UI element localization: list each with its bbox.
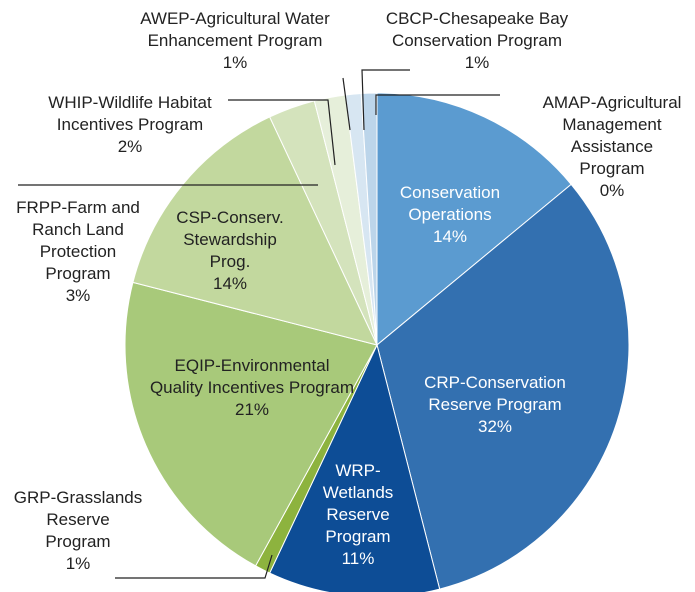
value-label: 32% — [477, 417, 513, 436]
value-label: 1% — [222, 53, 248, 72]
slice-label: AWEP-Agricultural Water Enhancement Prog… — [125, 8, 345, 74]
category-label: AWEP-Agricultural Water Enhancement Prog… — [140, 9, 330, 50]
category-label: Conservation Operations — [399, 183, 501, 224]
value-label: 1% — [464, 53, 490, 72]
pie-slice — [376, 92, 572, 347]
leader-line — [342, 77, 351, 131]
slice-label: CBCP-Chesapeake Bay Conservation Program… — [362, 8, 592, 74]
value-label: 1% — [65, 554, 91, 573]
value-label: 2% — [117, 137, 143, 156]
category-label: CBCP-Chesapeake Bay Conservation Program — [385, 9, 569, 50]
category-label: AMAP-Agricultural Management Assistance … — [542, 93, 682, 178]
pie-slice — [376, 183, 630, 590]
slice-label: CSP-Conserv. Stewardship Prog. 14% — [173, 207, 288, 295]
value-label: 21% — [234, 400, 270, 419]
category-label: WHIP-Wildlife Habitat Incentives Program — [48, 93, 212, 134]
value-label: 14% — [432, 227, 468, 246]
slice-label: Conservation Operations 14% — [375, 182, 525, 248]
slice-label: WHIP-Wildlife Habitat Incentives Program… — [20, 92, 240, 158]
category-label: CRP-Conservation Reserve Program — [424, 373, 566, 414]
slice-label: FRPP-Farm and Ranch Land Protection Prog… — [11, 197, 146, 307]
value-label: 0% — [599, 181, 625, 200]
category-label: GRP-Grasslands Reserve Program — [13, 488, 143, 551]
pie-slice — [360, 92, 378, 346]
slice-label: AMAP-Agricultural Management Assistance … — [537, 92, 687, 202]
category-label: FRPP-Farm and Ranch Land Protection Prog… — [16, 198, 140, 283]
slice-label: GRP-Grasslands Reserve Program 1% — [13, 487, 143, 575]
value-label: 11% — [341, 549, 375, 568]
value-label: 3% — [65, 286, 91, 305]
slice-label: WRP-Wetlands Reserve Program 11% — [313, 460, 403, 570]
pie-slice — [124, 281, 378, 567]
leader-line — [375, 94, 500, 115]
value-label: 14% — [212, 274, 248, 293]
leader-line — [361, 69, 410, 131]
slice-label: EQIP-Environmental Quality Incentives Pr… — [147, 355, 357, 421]
category-label: EQIP-Environmental Quality Incentives Pr… — [149, 356, 355, 397]
leader-line — [228, 99, 336, 166]
category-label: CSP-Conserv. Stewardship Prog. — [176, 208, 284, 271]
category-label: WRP-Wetlands Reserve Program — [322, 461, 394, 546]
leader-line — [115, 554, 273, 579]
slice-label: CRP-Conservation Reserve Program 32% — [400, 372, 590, 438]
